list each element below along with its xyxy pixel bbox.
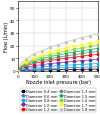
X-axis label: Nozzle inlet pressure (bar): Nozzle inlet pressure (bar): [26, 79, 90, 84]
Y-axis label: Flow (L/min): Flow (L/min): [4, 22, 9, 52]
Legend: Diameter 0.4 mm, Diameter 0.6 mm, Diameter 0.8 mm, Diameter 1.0 mm, Diameter 1.2: Diameter 0.4 mm, Diameter 0.6 mm, Diamet…: [20, 88, 96, 112]
